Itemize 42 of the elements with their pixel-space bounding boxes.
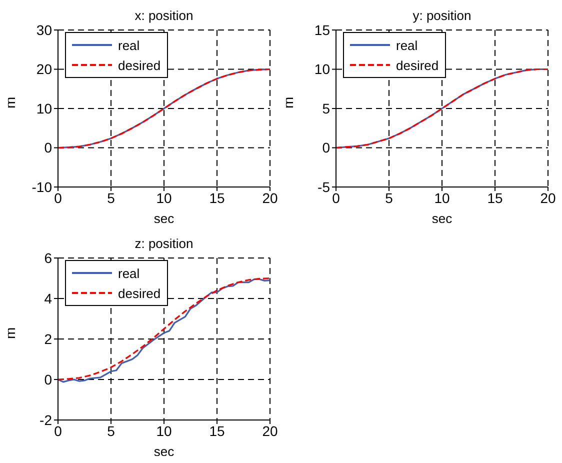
x-tick-label: 5 (107, 190, 116, 206)
legend-label: desired (396, 58, 439, 72)
x-axis-title: sec (432, 211, 453, 226)
y-tick-label: -2 (40, 412, 52, 428)
x-axis-title: sec (154, 444, 175, 459)
x-tick-label: 5 (385, 190, 394, 206)
chart-title: x: position (134, 8, 194, 23)
legend-label: desired (118, 286, 161, 300)
y-tick-label: 20 (36, 61, 52, 78)
x-tick-label: 15 (209, 422, 225, 439)
y-tick-label: 0 (44, 371, 52, 388)
y-tick-label: 5 (322, 100, 330, 116)
x-tick-label: 15 (487, 190, 503, 206)
x-tick-label: 20 (262, 190, 278, 206)
y-tick-label: 4 (44, 290, 52, 306)
chart-title: y: position (412, 8, 472, 23)
y-tick-label: 10 (36, 100, 52, 116)
x-tick-label: 15 (209, 190, 225, 206)
x-tick-label: 5 (107, 422, 116, 439)
legend-label: real (118, 38, 140, 52)
x-tick-label: 10 (156, 190, 172, 206)
y-tick-label: 6 (44, 250, 52, 266)
y-tick-label: 30 (36, 22, 52, 38)
y-tick-label: 0 (44, 140, 52, 156)
chart-title: z: position (134, 236, 194, 251)
legend-label: real (396, 38, 418, 52)
y-tick-label: 0 (322, 140, 330, 156)
x-tick-label: 0 (54, 190, 62, 206)
y-tick-label: 10 (314, 61, 330, 78)
y-tick-label: 2 (44, 330, 52, 347)
x-tick-label: 20 (540, 190, 556, 206)
x-tick-label: 0 (332, 190, 340, 206)
x-axis-title: sec (154, 211, 175, 226)
x-tick-label: 10 (156, 422, 172, 439)
legend-label: real (118, 266, 140, 280)
y-tick-label: -5 (318, 178, 330, 195)
legend-label: desired (118, 58, 161, 72)
x-tick-label: 20 (262, 422, 278, 439)
x-tick-label: 0 (54, 422, 62, 439)
y-tick-label: 15 (314, 22, 330, 38)
x-tick-label: 10 (434, 190, 450, 206)
y-tick-label: -10 (32, 178, 52, 195)
